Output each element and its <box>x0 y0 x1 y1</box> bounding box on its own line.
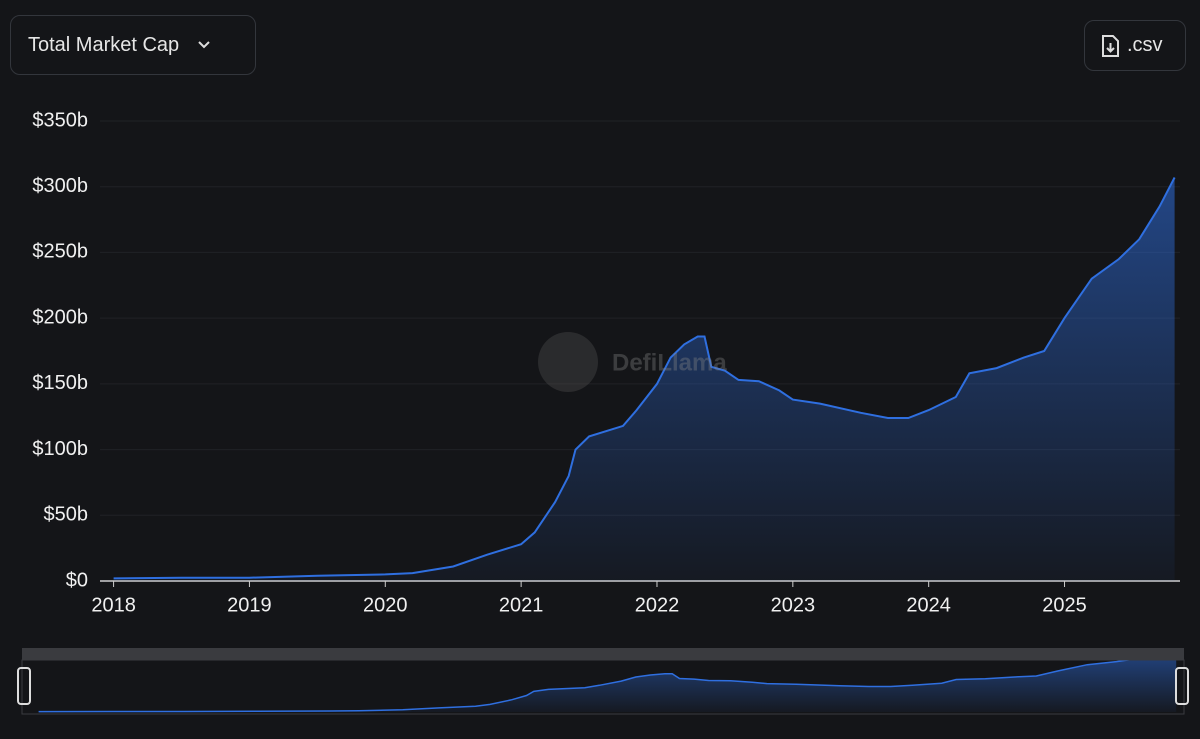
x-tick-label: 2024 <box>906 594 951 616</box>
x-tick-label: 2020 <box>363 594 408 616</box>
brush-bar[interactable] <box>22 648 1184 660</box>
x-tick-label: 2019 <box>227 594 272 616</box>
y-tick-label: $250b <box>32 241 88 263</box>
brush-frame <box>21 659 1185 715</box>
y-tick-label: $0 <box>66 569 88 591</box>
selector[interactable]: Total Market Cap <box>10 15 256 75</box>
brush-handle[interactable] <box>17 667 31 705</box>
brush-handle[interactable] <box>1175 667 1189 705</box>
x-tick-label: 2023 <box>771 594 816 616</box>
y-tick-label: $350b <box>32 109 88 131</box>
watermark-text: DefiLlama <box>612 349 727 376</box>
file-icon <box>1102 34 1119 57</box>
y-tick-label: $300b <box>32 175 88 197</box>
y-tick-label: $200b <box>32 306 88 328</box>
series-area <box>113 177 1175 581</box>
x-tick-label: 2025 <box>1042 594 1087 616</box>
selector-label: Total Market Cap <box>28 33 180 56</box>
brush-area <box>38 648 1177 712</box>
brush-line <box>38 648 1177 713</box>
download-button[interactable]: .csv <box>1084 20 1186 71</box>
chevron <box>198 41 210 49</box>
watermark: DefiLlama <box>538 332 727 392</box>
x-tick-label: 2022 <box>635 594 680 616</box>
y-tick-label: $100b <box>32 438 88 460</box>
y-tick-label: $150b <box>32 372 88 394</box>
x-tick-label: 2018 <box>91 594 136 616</box>
y-tick-label: $50b <box>44 504 89 526</box>
series-line <box>113 177 1176 580</box>
x-tick-label: 2021 <box>499 594 544 616</box>
download-label: .csv <box>1127 34 1163 56</box>
